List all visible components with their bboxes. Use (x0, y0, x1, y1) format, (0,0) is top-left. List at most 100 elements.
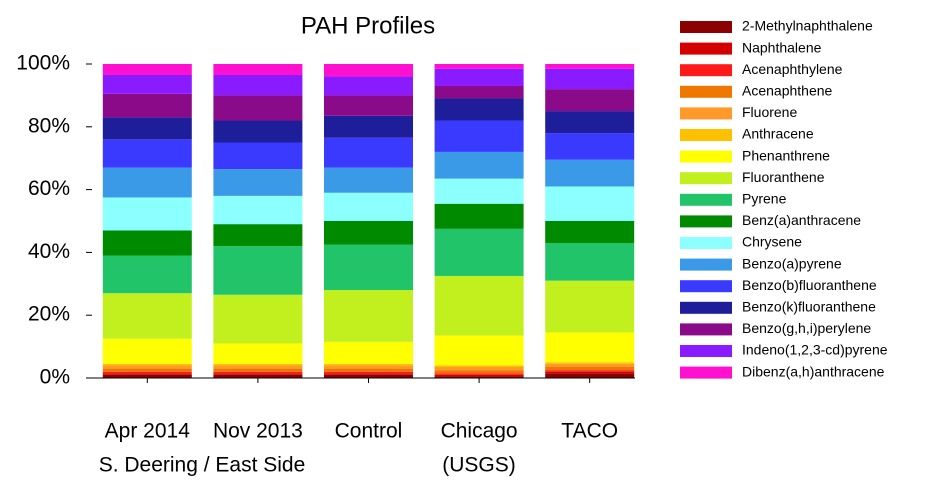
bar-segment (434, 64, 524, 69)
bar-segment (545, 332, 635, 363)
legend-swatch (680, 150, 732, 163)
bar-segment (213, 294, 303, 344)
bar-segment (102, 117, 192, 140)
bar-segment (324, 365, 413, 369)
bar-segment (434, 275, 524, 336)
bar-segment (545, 89, 635, 112)
bar-segment (213, 343, 303, 364)
legend-swatch (680, 323, 732, 336)
bar-segment (545, 362, 635, 364)
bar-segment (434, 151, 524, 179)
bar-segment (434, 373, 524, 375)
bar-segment (434, 68, 524, 86)
bar-segment (324, 373, 413, 375)
bar-segment (434, 367, 524, 371)
annotation: S. Deering / East Side (99, 454, 306, 477)
bar-segment (324, 341, 413, 364)
chart-title: PAH Profiles (301, 12, 435, 39)
legend-label: Benzo(b)fluoranthene (742, 277, 877, 293)
legend-swatch (680, 345, 732, 357)
bar-segment (545, 221, 635, 243)
bar-segment (545, 242, 635, 281)
legend-swatch (680, 42, 732, 55)
legend-swatch (680, 107, 732, 120)
bar-segment (434, 365, 524, 368)
x-tick-label: TACO (561, 420, 618, 443)
bar-segment (102, 197, 192, 231)
legend-swatch (680, 64, 732, 77)
bar-segment (324, 192, 413, 221)
legend-label: Naphthalene (742, 39, 822, 55)
bar-segment (434, 376, 524, 378)
legend-swatch (680, 301, 732, 314)
bar-segment (545, 111, 635, 134)
bar-segment (102, 93, 192, 118)
legend-label: Acenaphthylene (742, 61, 843, 77)
bar-segment (102, 255, 192, 294)
bar-segment (324, 221, 413, 245)
bar-segment (434, 228, 524, 276)
bar-segment (213, 142, 303, 170)
bar-segment (324, 137, 413, 168)
bar-segment (545, 280, 635, 333)
x-tick-label: Nov 2013 (213, 420, 303, 443)
bar-segment (434, 374, 524, 377)
legend-label: Chrysene (742, 234, 802, 250)
legend-label: Phenanthrene (742, 147, 830, 163)
bar-segment (434, 370, 524, 374)
annotation: (USGS) (442, 454, 516, 477)
bar-segment (102, 230, 192, 256)
bar-segment (324, 244, 413, 291)
bar-segment (213, 371, 303, 374)
bar-segment (545, 159, 635, 187)
bar-segment (324, 76, 413, 96)
bar-segment (545, 133, 635, 160)
bar-segment (324, 64, 413, 77)
bar-segment (434, 98, 524, 121)
legend-label: Pyrene (742, 191, 787, 207)
bar-segment (102, 74, 192, 94)
legend-swatch (680, 237, 732, 249)
bar-segment (434, 85, 524, 99)
y-tick-label: 40% (28, 240, 70, 263)
legend-label: Benzo(a)pyrene (742, 255, 842, 271)
legend-swatch (680, 258, 732, 271)
bar-segment (213, 373, 303, 375)
bar-segment (102, 167, 192, 198)
legend-label: 2-Methylnaphthalene (742, 18, 873, 34)
bar-segment (434, 178, 524, 204)
legend-swatch (680, 280, 732, 293)
bar-segment (213, 363, 303, 366)
bar-segment (324, 363, 413, 366)
x-tick-label: Control (335, 420, 403, 443)
bar-segment (213, 246, 303, 295)
bar-segment (434, 203, 524, 229)
bar-segment (434, 120, 524, 152)
bar-segment (324, 115, 413, 138)
x-tick-label: Apr 2014 (105, 420, 191, 443)
legend-label: Anthracene (742, 126, 814, 142)
bar-segment (102, 374, 192, 378)
bar-segment (213, 365, 303, 369)
legend-swatch (680, 193, 732, 206)
legend-label: Fluoranthene (742, 169, 825, 185)
bar-segment (213, 224, 303, 247)
bar-segment (324, 167, 413, 193)
legend-swatch (680, 172, 732, 185)
bar-segment (213, 368, 303, 372)
bar-segment (545, 373, 635, 378)
bar-segment (324, 368, 413, 372)
bar-segment (213, 74, 303, 96)
bar-segment (213, 374, 303, 378)
bar-segment (545, 68, 635, 90)
bar-segment (545, 363, 635, 368)
bar-segment (545, 371, 635, 374)
bar-segment (102, 373, 192, 375)
bar-segment (102, 338, 192, 364)
bar-segment (102, 293, 192, 339)
bar-segment (213, 120, 303, 143)
legend-label: Acenaphthene (742, 83, 833, 99)
bar-segment (102, 368, 192, 372)
bar-segment (324, 290, 413, 342)
